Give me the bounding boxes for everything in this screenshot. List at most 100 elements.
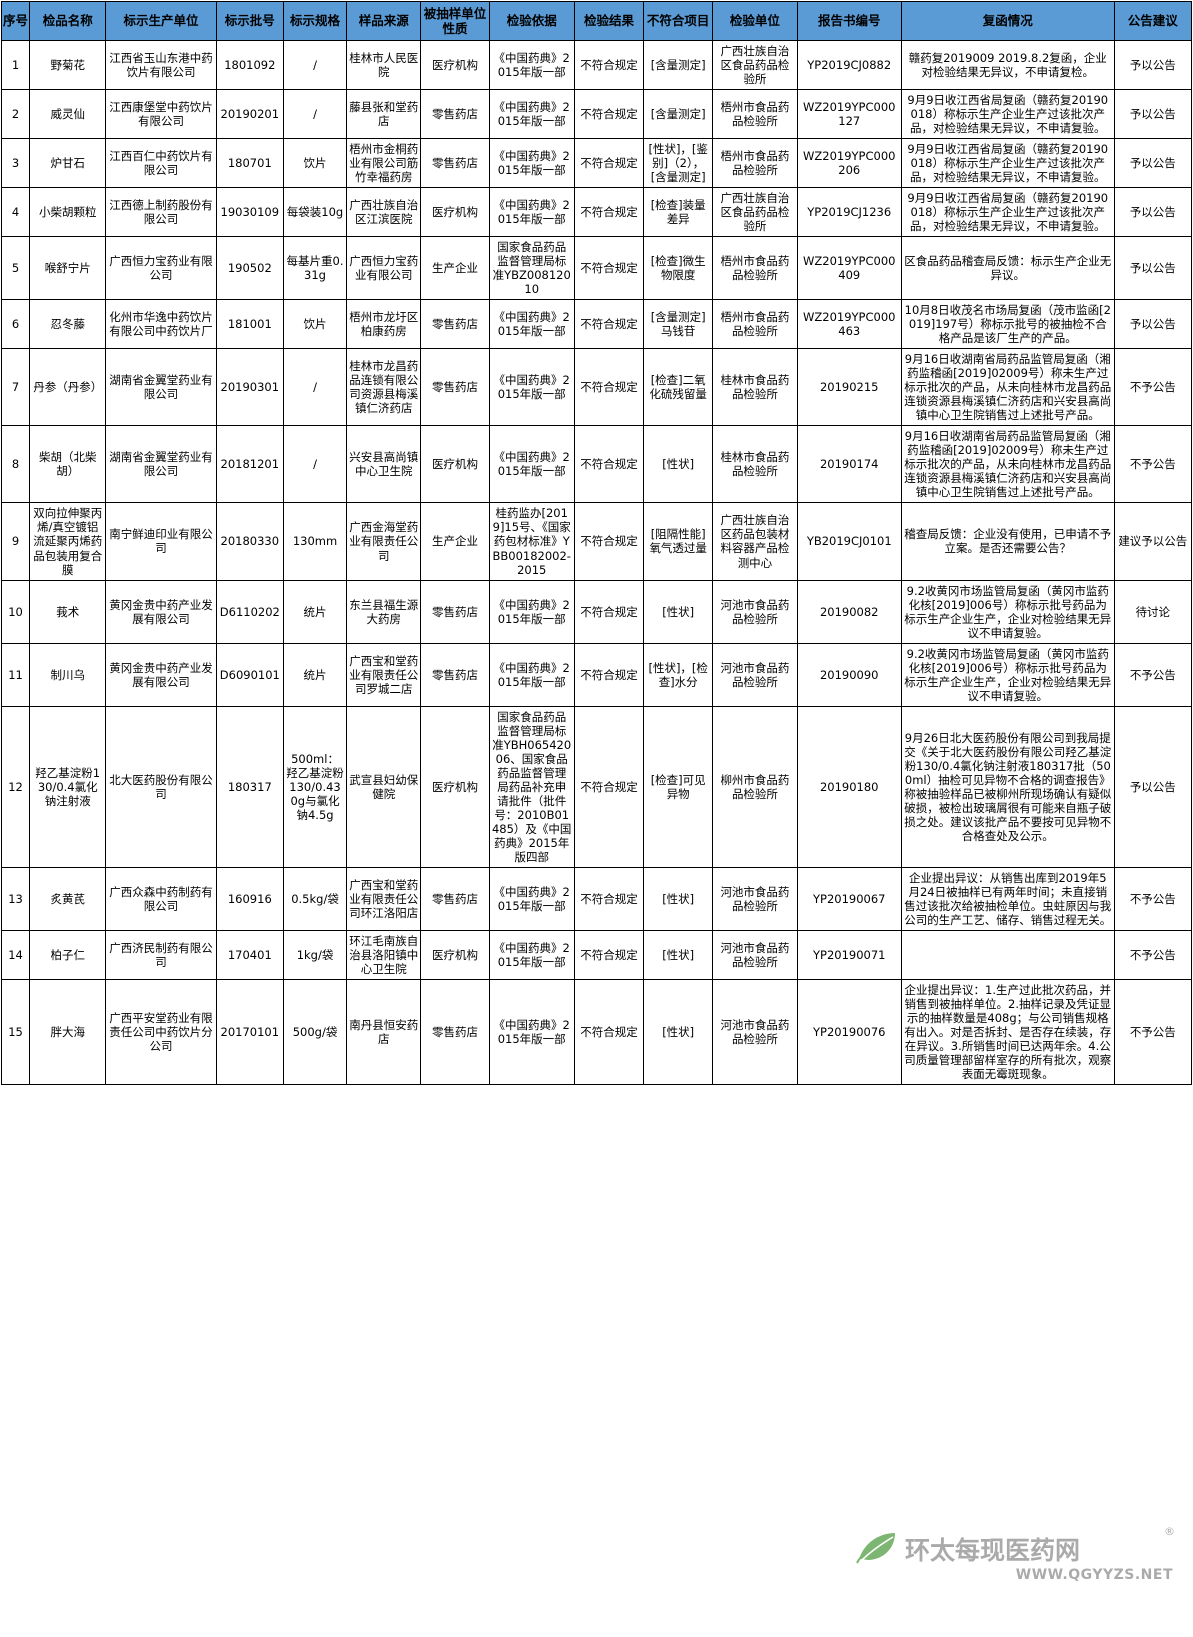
column-header-result: 检验结果 [574, 1, 645, 41]
cell-result: 不符合规定 [574, 930, 645, 980]
cell-failed-item: [含量测定] [643, 40, 714, 91]
cell-basis: 《中国药典》2015年版一部 [489, 867, 575, 931]
cell-lab: 广西壮族自治区食品药品检验所 [712, 40, 798, 91]
cell-sample-name: 柴胡（北柴胡） [29, 425, 107, 504]
cell-index: 6 [1, 299, 31, 350]
cell-reply: 区食品药品稽查局反馈：标示生产企业无异议。 [901, 236, 1115, 301]
cell-spec: 饮片 [283, 138, 348, 189]
cell-advice: 予以公告 [1114, 299, 1193, 350]
table-row: 1 野菊花 江西省玉山东港中药饮片有限公司 1801092/桂林市人民医院 医疗机构 《中… [1, 40, 1193, 91]
cell-index: 3 [1, 138, 31, 189]
cell-lab: 桂林市食品药品检验所 [712, 348, 798, 427]
cell-spec: / [283, 425, 348, 504]
cell-result: 不符合规定 [574, 138, 645, 189]
cell-sample-name: 柏子仁 [29, 930, 107, 980]
cell-spec: 饮片 [283, 299, 348, 350]
cell-batch: 1801092 [216, 40, 284, 91]
cell-sample-source: 广西宝和堂药业有限责任公司罗城二店 [346, 643, 422, 707]
cell-index: 14 [1, 930, 31, 980]
cell-advice: 不予公告 [1114, 643, 1193, 707]
cell-manufacturer: 广西恒力宝药业有限公司 [105, 236, 217, 301]
cell-sample-name: 炉甘石 [29, 138, 107, 189]
cell-advice: 不予公告 [1114, 348, 1193, 427]
cell-sample-source: 梧州市金桐药业有限公司筋竹幸福药房 [346, 138, 422, 189]
cell-manufacturer: 化州市华逸中药饮片有限公司中药饮片厂 [105, 299, 217, 350]
cell-batch: 20190201 [216, 89, 284, 140]
cell-spec: / [283, 40, 348, 91]
table-row: 4 小柴胡颗粒 江西德上制药股份有限公司 19030109 每袋装10g 广西壮族自治区江… [1, 187, 1193, 238]
cell-advice: 不予公告 [1114, 867, 1193, 931]
table-row: 13 炙黄芪 广西众森中药制药有限公司 160916 0.5kg/袋 广西宝和堂药业有限责… [1, 867, 1193, 931]
cell-result: 不符合规定 [574, 580, 645, 644]
table-row: 8 柴胡（北柴胡） 湖南省金翼堂药业有限公司 20181201/兴安县高尚镇中心卫生院… [1, 425, 1193, 504]
cell-reply: 9月16日收湖南省局药品监管局复函（湘药监稽函[2019]02009号）称未生产… [901, 425, 1115, 504]
table-row: 5 喉舒宁片 广西恒力宝药业有限公司 190502 每基片重0.31g 广西恒力宝药业有限… [1, 236, 1193, 301]
cell-report-no: YP2019CJ1236 [797, 187, 902, 238]
cell-reply: 稽查局反馈：企业没有使用，已申请不予立案。是否还需要公告？ [901, 502, 1115, 581]
cell-lab: 柳州市食品药品检验所 [712, 706, 798, 868]
drug-inspection-table: 序号 检品名称 标示生产单位 标示批号 标示规格 样品来源 被抽样单位性质 检验… [1, 1, 1193, 1086]
cell-unit-type: 零售药店 [420, 643, 490, 707]
cell-advice: 不予公告 [1114, 425, 1193, 504]
column-header-report-no: 报告书编号 [797, 1, 902, 41]
cell-sample-name: 丹参（丹参） [29, 348, 107, 427]
cell-manufacturer: 江西德上制药股份有限公司 [105, 187, 217, 238]
cell-advice: 予以公告 [1114, 236, 1193, 301]
cell-sample-source: 环江毛南族自治县洛阳镇中心卫生院 [346, 930, 422, 980]
cell-manufacturer: 湖南省金翼堂药业有限公司 [105, 425, 217, 504]
cell-advice: 待讨论 [1114, 580, 1193, 644]
cell-batch: 20180330 [216, 502, 284, 581]
cell-spec: 500g/袋 [283, 979, 348, 1086]
cell-failed-item: [检查]二氧化硫残留量 [643, 348, 714, 427]
cell-unit-type: 零售药店 [420, 89, 490, 140]
cell-unit-type: 医疗机构 [420, 187, 490, 238]
cell-index: 8 [1, 425, 31, 504]
cell-unit-type: 医疗机构 [420, 930, 490, 980]
column-header-failed-item: 不符合项目 [643, 1, 714, 41]
cell-report-no: YP20190067 [797, 867, 902, 931]
column-header-spec: 标示规格 [283, 1, 348, 41]
cell-reply: 赣药复2019009 2019.8.2复函，企业对检验结果无异议，不申请复检。 [901, 40, 1115, 91]
cell-reply: 企业提出异议：1.生产过此批次药品，并销售到被抽样单位。2.抽样记录及凭证显示的… [901, 979, 1115, 1086]
cell-sample-source: 武宣县妇幼保健院 [346, 706, 422, 868]
cell-spec: 130mm [283, 502, 348, 581]
leaf-logo-icon [856, 1533, 895, 1564]
cell-report-no: WZ2019YPC000127 [797, 89, 902, 140]
table-row: 3 炉甘石 江西百仁中药饮片有限公司 180701 饮片 梧州市金桐药业有限公司筋竹幸福药… [1, 138, 1193, 189]
cell-advice: 不予公告 [1114, 930, 1193, 980]
table-body: 1 野菊花 江西省玉山东港中药饮片有限公司 1801092/桂林市人民医院 医疗机构 《中… [1, 40, 1193, 1086]
cell-sample-name: 双向拉伸聚丙烯/真空镀铝流延聚丙烯药品包装用复合膜 [29, 502, 107, 581]
cell-batch: 170401 [216, 930, 284, 980]
cell-index: 7 [1, 348, 31, 427]
column-header-batch: 标示批号 [216, 1, 284, 41]
cell-index: 1 [1, 40, 31, 91]
cell-reply [901, 930, 1115, 980]
cell-sample-source: 广西壮族自治区江滨医院 [346, 187, 422, 238]
cell-result: 不符合规定 [574, 40, 645, 91]
cell-result: 不符合规定 [574, 425, 645, 504]
cell-sample-source: 广西宝和堂药业有限责任公司环江洛阳店 [346, 867, 422, 931]
cell-basis: 《中国药典》2015年版一部 [489, 348, 575, 427]
cell-report-no: 20190090 [797, 643, 902, 707]
watermark-site-name: 环太每现医药网 [905, 1536, 1081, 1565]
cell-sample-source: 藤县张和堂药店 [346, 89, 422, 140]
cell-basis: 桂药监办[2019]15号、《国家药包材标准》YBB00182002-2015 [489, 502, 575, 581]
cell-report-no: YB2019CJ0101 [797, 502, 902, 581]
cell-result: 不符合规定 [574, 89, 645, 140]
column-header-lab: 检验单位 [712, 1, 798, 41]
cell-result: 不符合规定 [574, 979, 645, 1086]
table-row: 15 胖大海 广西平安堂药业有限责任公司中药饮片分公司 20170101 500g/袋南… [1, 979, 1193, 1086]
cell-report-no: WZ2019YPC000409 [797, 236, 902, 301]
cell-lab: 桂林市食品药品检验所 [712, 425, 798, 504]
cell-result: 不符合规定 [574, 867, 645, 931]
cell-result: 不符合规定 [574, 187, 645, 238]
cell-reply: 10月8日收茂名市场局复函（茂市监函[2019]197号）称标示批号的被抽检不合… [901, 299, 1115, 350]
cell-sample-name: 羟乙基淀粉130/0.4氯化钠注射液 [29, 706, 107, 868]
cell-advice: 予以公告 [1114, 40, 1193, 91]
cell-batch: 19030109 [216, 187, 284, 238]
cell-basis: 《中国药典》2015年版一部 [489, 930, 575, 980]
table-row: 7 丹参（丹参） 湖南省金翼堂药业有限公司 20190301/桂林市龙昌药品连锁有限公… [1, 348, 1193, 427]
cell-result: 不符合规定 [574, 299, 645, 350]
cell-sample-source: 梧州市龙圩区柏康药房 [346, 299, 422, 350]
cell-advice: 予以公告 [1114, 138, 1193, 189]
